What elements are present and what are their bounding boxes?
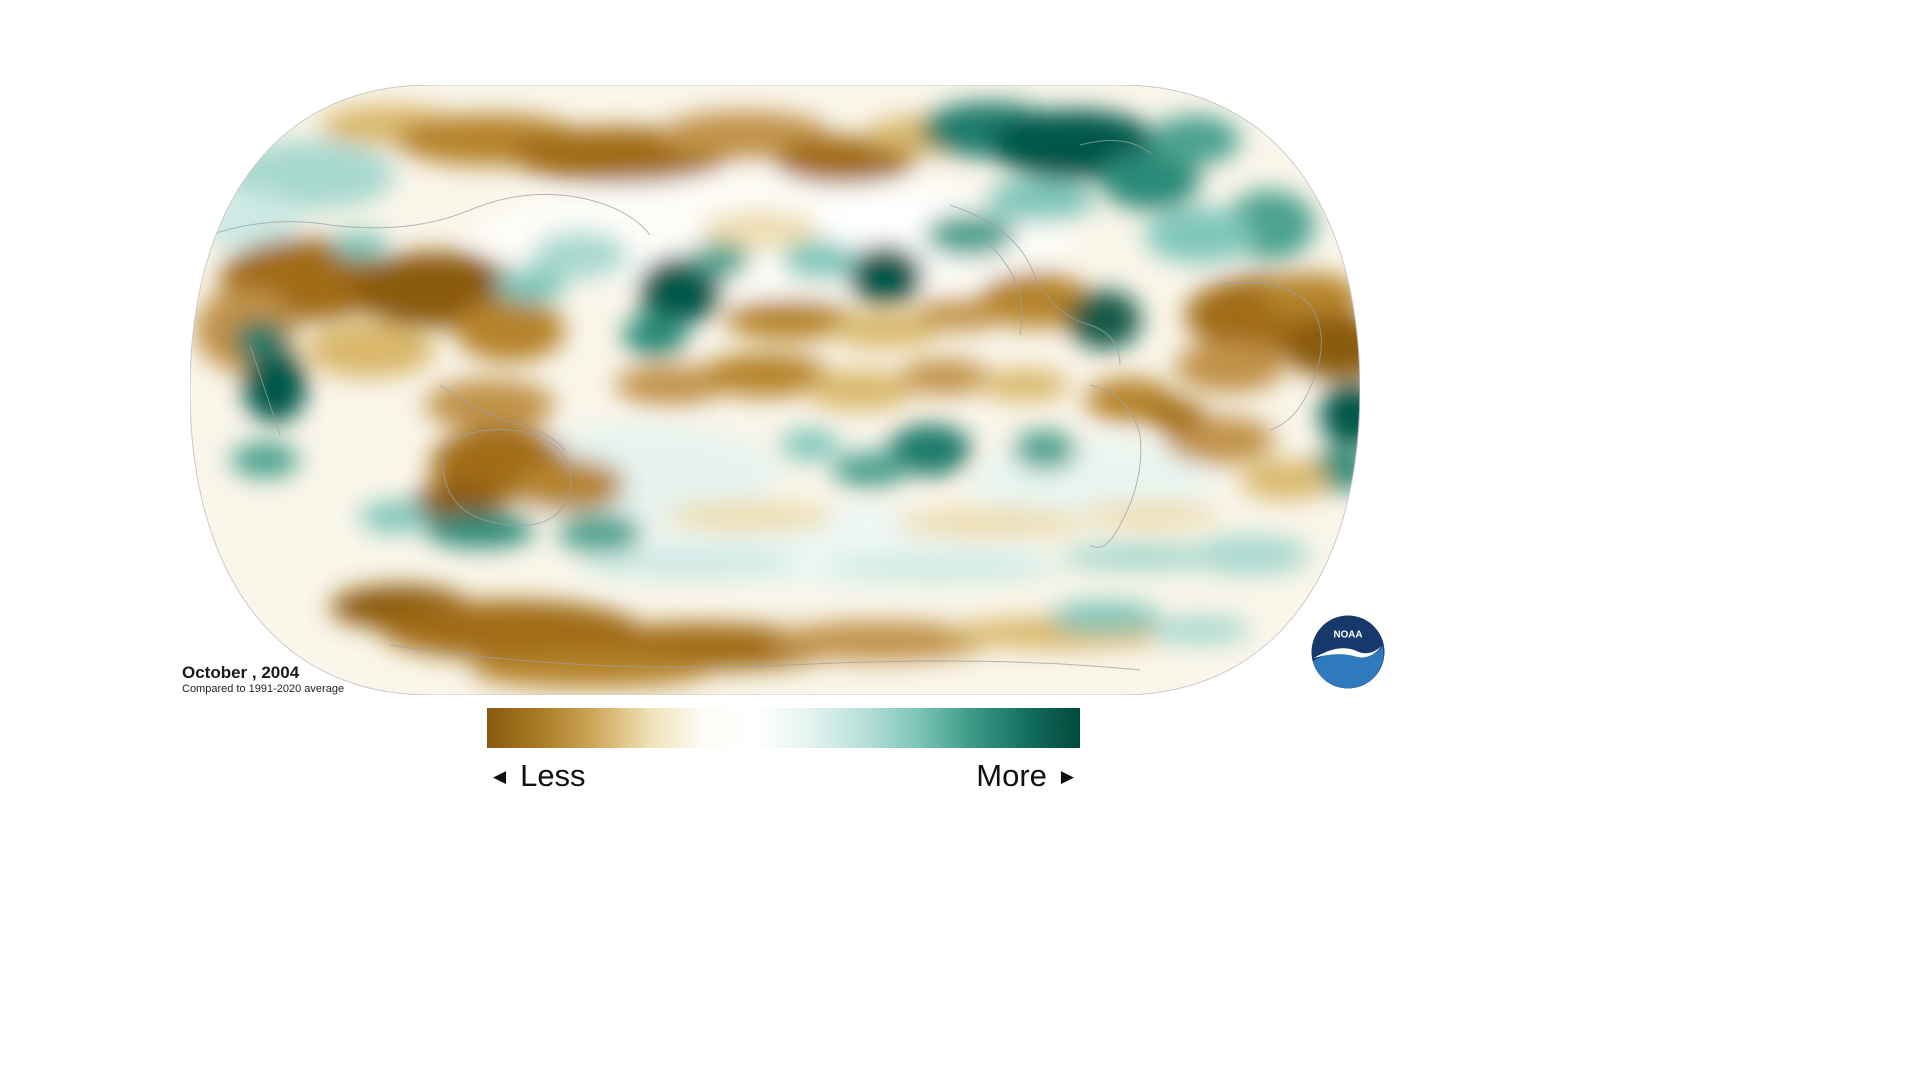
map-outline	[190, 85, 1360, 695]
map-paint	[190, 85, 1360, 695]
noaa-logo: NOAA	[1311, 615, 1385, 689]
more-label: More	[976, 758, 1047, 793]
world-anomaly-map	[190, 85, 1360, 695]
legend-more: More ▶	[976, 758, 1074, 794]
more-arrow-icon: ▶	[1060, 767, 1074, 786]
noaa-bird-icon	[1313, 645, 1383, 659]
legend-labels: ◀ Less More ▶	[487, 752, 1080, 800]
map-caption: October , 2004 Compared to 1991-2020 ave…	[182, 663, 344, 695]
map-date: October , 2004	[182, 663, 300, 682]
colorbar	[487, 708, 1080, 748]
anomaly-blobs	[190, 102, 1360, 688]
noaa-logo-text: NOAA	[1333, 630, 1362, 641]
legend-less: ◀ Less	[493, 758, 586, 794]
map-baseline-note: Compared to 1991-2020 average	[182, 682, 345, 695]
coastlines	[209, 140, 1322, 671]
less-label: Less	[520, 758, 586, 793]
less-arrow-icon: ◀	[493, 767, 507, 786]
